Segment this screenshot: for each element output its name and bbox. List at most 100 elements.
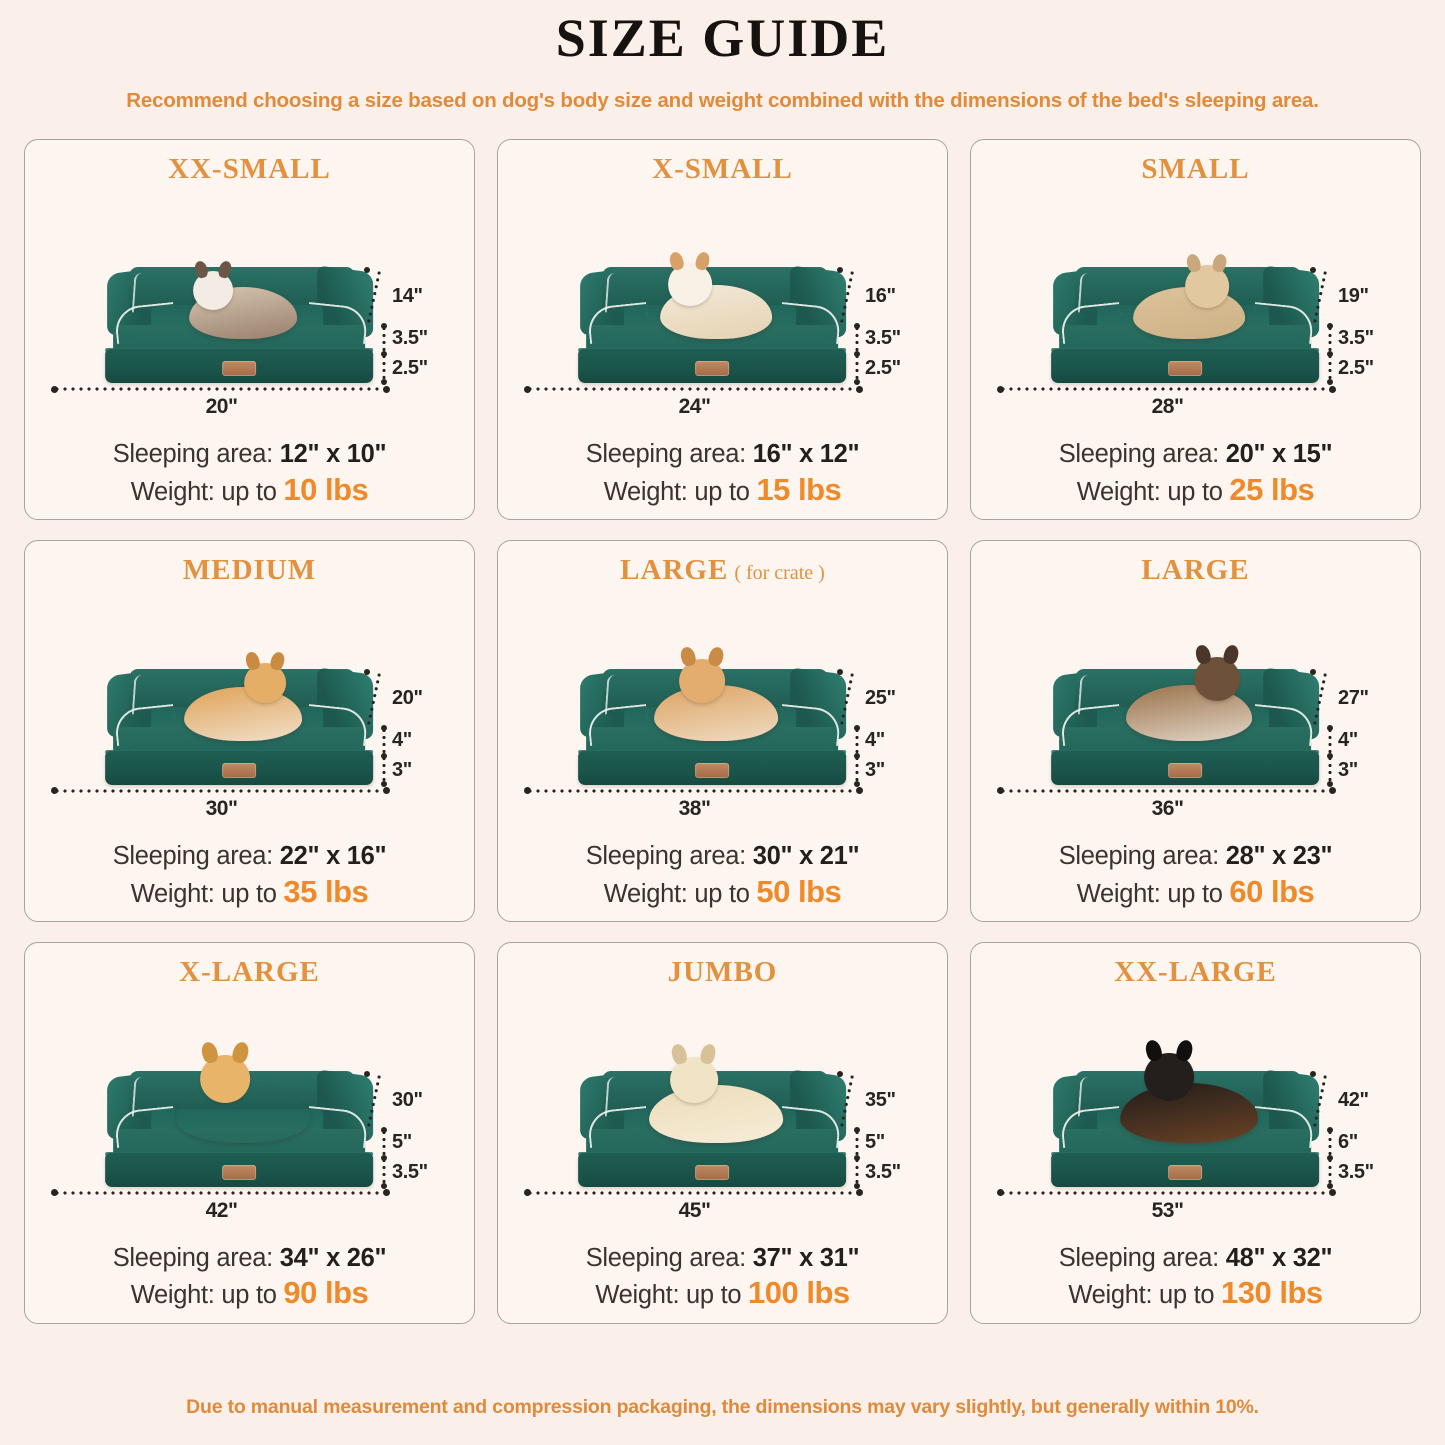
weight-label: Weight: [130,477,222,506]
size-card[interactable]: SMALL 19" 3.5" 2.5" 28" Sleeping area: 20" x … [970,138,1421,521]
sleeping-area-line: Sleeping area: 37" x 31" [498,1243,947,1275]
dim-enddot-bolster [381,1126,387,1133]
bed-graphic [576,1042,848,1187]
sleeping-area-value: 16" x 12" [752,440,860,469]
size-card[interactable]: X-LARGE 30" 5" 3.5" 42" Sleeping area: 34" x … [24,942,475,1324]
dim-label-base: 3.5" [392,1160,428,1183]
size-card[interactable]: LARGE 27" 4" 3" 36" Sleeping area: 28" x 23" W… [970,540,1421,923]
dim-enddot-base [1327,1154,1333,1161]
weight-value: 50 lbs [756,873,842,909]
width-endcap-right [383,385,390,393]
width-label: 38" [678,796,711,820]
height-dimension-callouts: 30" 5" 3.5" [358,1070,468,1191]
dim-enddot-bottom [381,1182,387,1189]
width-dotline [526,387,861,392]
dim-dotline-bolster [1328,726,1332,753]
weight-value: 130 lbs [1221,1275,1323,1311]
width-label: 42" [205,1198,238,1222]
dim-label-bolster: 4" [865,728,885,751]
dim-row-height: 19" [1338,285,1369,308]
weight-value: 90 lbs [283,1275,369,1311]
weight-qualifier: up to [221,477,284,506]
dim-enddot-bolster [854,1126,860,1133]
dim-enddot-bottom [1327,780,1333,787]
pet-illustration [1132,252,1245,340]
sleeping-area-label: Sleeping area: [585,1243,753,1272]
dim-dotline-bolster [855,1128,859,1155]
dim-row-height: 20" [392,687,423,710]
sleeping-area-line: Sleeping area: 20" x 15" [971,439,1420,471]
dim-enddot-base [381,752,387,759]
size-card-title: LARGE( for crate ) [620,554,825,587]
dim-dotline-base [1328,353,1332,380]
weight-qualifier: up to [1159,1281,1222,1310]
dim-row-base: 3" [1338,759,1358,782]
weight-label: Weight: [130,1281,222,1310]
size-card-specs: Sleeping area: 20" x 15" Weight: up to 25… [971,439,1420,519]
size-card-specs: Sleeping area: 16" x 12" Weight: up to 15… [498,439,947,519]
dog-bed-image [1049,252,1321,384]
dim-enddot-height-top [837,668,843,675]
width-dotline [53,788,388,793]
bed-graphic [1049,643,1321,785]
dim-label-base: 2.5" [392,357,428,380]
width-dimension: 28" [971,385,1420,425]
pet-illustration [648,1042,783,1143]
dim-dotline-height [1312,269,1328,326]
size-card[interactable]: XX-LARGE 42" 6" 3.5" 53" Sleeping area: 48" x… [970,942,1421,1324]
dim-label-base: 3" [865,758,885,781]
size-card[interactable]: X-SMALL 16" 3.5" 2.5" 24" Sleeping area: 16" … [497,138,948,521]
width-endcap-right [1329,1189,1336,1197]
weight-line: Weight: up to 25 lbs [971,471,1420,509]
weight-label: Weight: [1076,879,1168,908]
size-card[interactable]: LARGE( for crate ) 25" 4" 3" 38" Sleeping are… [497,540,948,923]
dim-dotline-base [1328,1156,1332,1183]
size-card-specs: Sleeping area: 28" x 23" Weight: up to 60… [971,841,1420,921]
dim-dotline-bolster [382,1128,386,1155]
size-name: MEDIUM [182,554,317,587]
dim-enddot-base [854,752,860,759]
dim-row-bolster: 3.5" [1338,327,1374,350]
dim-dotline-height [1312,1072,1328,1129]
dog-bed-image [103,650,375,785]
size-card[interactable]: JUMBO 35" 5" 3.5" 45" Sleeping area: 37" x 31… [497,942,948,1324]
dim-dotline-height [839,269,855,326]
dog-bed-image [1049,1037,1321,1187]
weight-qualifier: up to [1167,879,1230,908]
width-endcap-right [383,1189,390,1197]
weight-label: Weight: [1068,1281,1160,1310]
dim-enddot-bolster [1327,1126,1333,1133]
dim-dotline-height [1312,671,1328,727]
dim-label-base: 3" [392,758,412,781]
width-label: 24" [678,395,711,419]
size-card-title: X-LARGE [179,956,320,989]
dim-enddot-bottom [381,780,387,787]
size-card[interactable]: MEDIUM 20" 4" 3" 30" Sleeping area: 22" x 16"… [24,540,475,923]
dim-dotline-base [855,754,859,781]
width-endcap-right [856,1189,863,1197]
width-endcap-left [997,1189,1004,1197]
size-card-specs: Sleeping area: 37" x 31" Weight: up to 10… [498,1243,947,1323]
size-card-title: LARGE [1141,554,1249,587]
sleeping-area-line: Sleeping area: 16" x 12" [498,439,947,471]
width-dotline [999,788,1334,793]
width-label: 36" [1151,796,1184,820]
pet-illustration [188,259,297,340]
weight-value: 100 lbs [748,1275,850,1311]
dim-row-bolster: 4" [865,729,885,752]
dim-row-base: 3.5" [392,1161,428,1184]
dim-label-base: 2.5" [865,357,901,380]
dim-label-height: 16" [865,285,896,308]
bed-illustration-area: 25" 4" 3" 38" [498,587,947,841]
size-card[interactable]: XX-SMALL 14" 3.5" 2.5" 20" Sleeping area: 12"… [24,138,475,521]
dim-row-base: 2.5" [392,357,428,380]
brand-logo-patch [694,1164,729,1180]
weight-qualifier: up to [694,477,757,506]
dim-row-base: 3" [865,759,885,782]
bed-illustration-area: 16" 3.5" 2.5" 24" [498,186,947,440]
size-name: XX-LARGE [1114,956,1277,989]
dim-enddot-bottom [1327,379,1333,386]
dim-row-bolster: 5" [865,1131,885,1154]
dog-bed-image [103,259,375,384]
size-card-specs: Sleeping area: 22" x 16" Weight: up to 35… [25,841,474,921]
